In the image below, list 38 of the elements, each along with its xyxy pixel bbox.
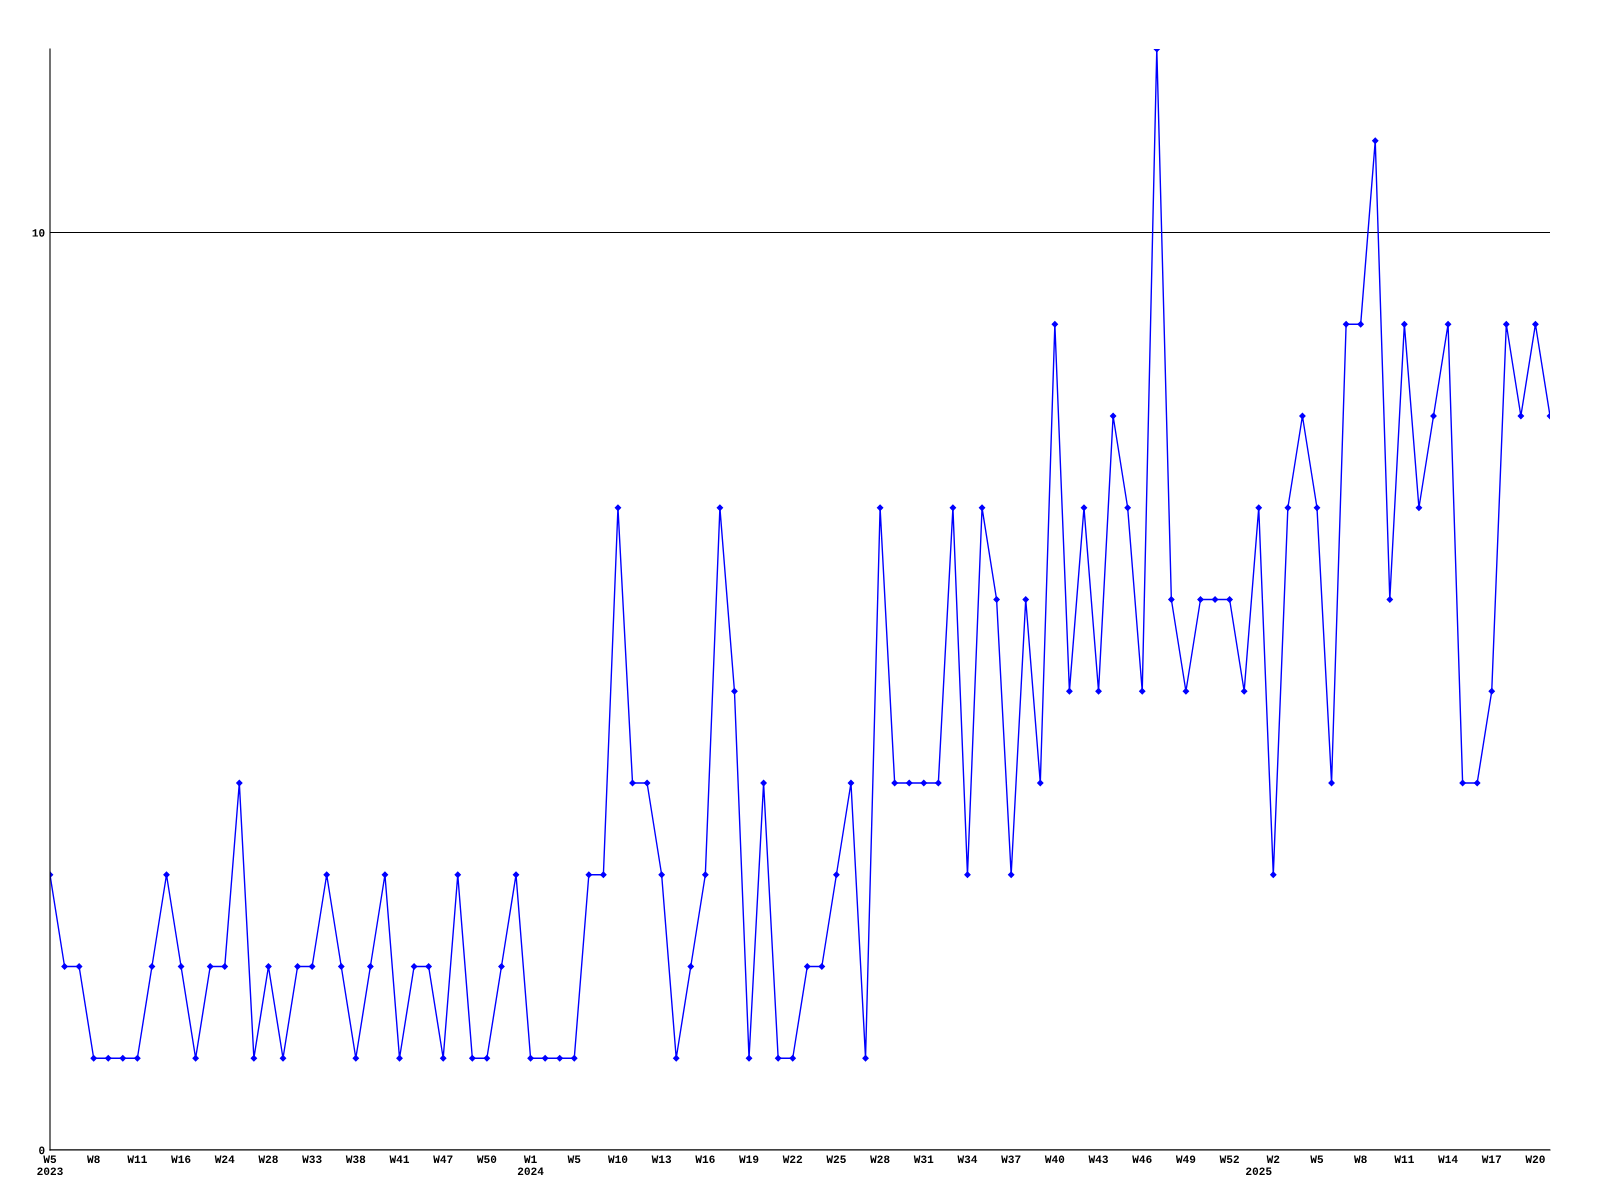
x-tick-label: W19 [739, 1155, 759, 1164]
x-tick-label: W5 2023 [37, 1155, 63, 1176]
x-tick-label: W38 [345, 1155, 366, 1164]
x-tick-label: W47 [433, 1155, 453, 1163]
y-tick-label: 10 [32, 229, 45, 237]
x-tick-label: W22 [782, 1155, 803, 1163]
x-tick-label: W43 [1088, 1155, 1108, 1164]
x-tick-label: W24 [214, 1155, 235, 1163]
x-tick-label: W11 [127, 1155, 147, 1163]
x-tick-label: 2025 [1246, 1167, 1272, 1175]
x-tick-label: W1 2024 [517, 1155, 544, 1175]
x-tick-label: W49 [1175, 1155, 1196, 1164]
x-tick-label: W34 [957, 1155, 978, 1164]
y-tick-label: 0 [39, 1146, 45, 1155]
x-tick-label: W14 [1438, 1155, 1458, 1163]
x-tick-label: W8 [1354, 1155, 1367, 1164]
x-tick-label: W52 [1219, 1155, 1239, 1164]
x-tick-label: W13 [651, 1155, 672, 1164]
x-tick-label: W17 [1481, 1155, 1502, 1163]
x-tick-label: W5 [1310, 1155, 1324, 1164]
x-tick-label: W40 [1044, 1155, 1065, 1164]
x-tick-label: W16 [695, 1155, 715, 1164]
x-tick-label: W2 [1266, 1155, 1280, 1163]
x-tick-label: W46 [1132, 1155, 1152, 1164]
x-tick-label: W28 [870, 1155, 890, 1164]
x-tick-label: W16 [171, 1155, 191, 1164]
x-tick-label: W31 [913, 1155, 934, 1164]
x-tick-label: W33 [302, 1155, 322, 1164]
x-tick-label: W10 [607, 1155, 628, 1164]
x-tick-label: W41 [389, 1155, 410, 1163]
x-tick-label: W37 [1001, 1155, 1021, 1164]
x-tick-label: W20 [1525, 1155, 1545, 1164]
x-tick-label: W25 [826, 1155, 846, 1164]
x-tick-label: W50 [476, 1155, 497, 1164]
x-tick-label: W8 [87, 1155, 100, 1164]
x-tick-label: W5 [567, 1155, 581, 1164]
x-tick-label: W11 [1394, 1155, 1414, 1163]
x-tick-label: W28 [258, 1155, 278, 1164]
